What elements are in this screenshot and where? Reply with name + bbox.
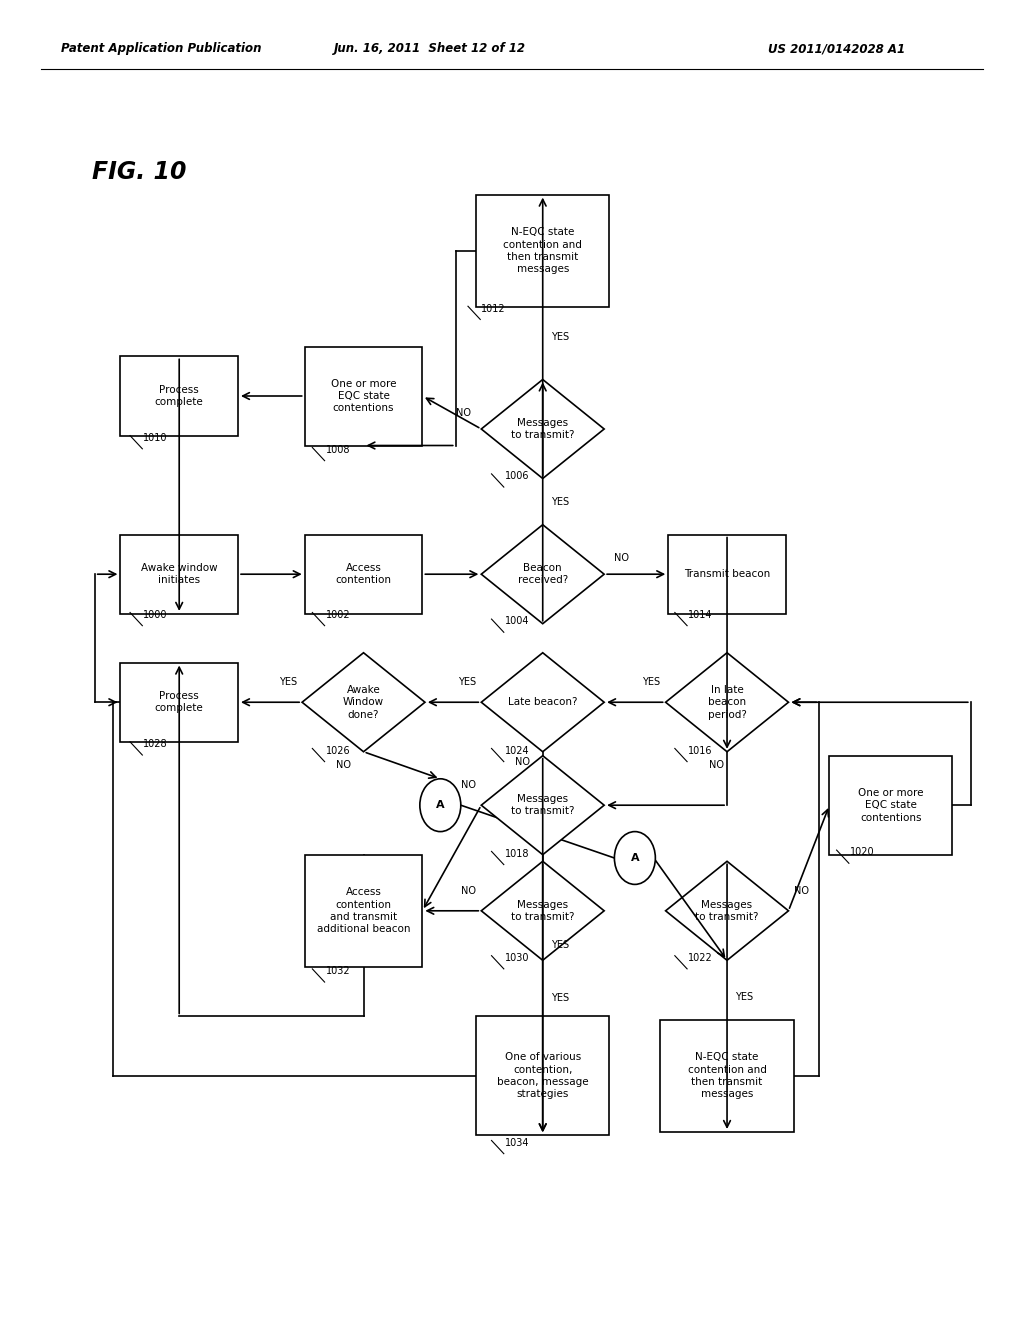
Text: US 2011/0142028 A1: US 2011/0142028 A1 [768,42,905,55]
Text: N-EQC state
contention and
then transmit
messages: N-EQC state contention and then transmit… [687,1052,767,1100]
FancyBboxPatch shape [121,663,238,742]
Text: NO: NO [461,886,476,896]
Polygon shape [481,652,604,751]
Text: NO: NO [336,760,351,770]
Text: NO: NO [461,780,476,791]
FancyBboxPatch shape [305,855,422,966]
Polygon shape [481,862,604,961]
Text: N-EQC state
contention and
then transmit
messages: N-EQC state contention and then transmit… [503,227,583,275]
FancyBboxPatch shape [829,755,952,855]
Text: 1022: 1022 [688,953,713,964]
Text: NO: NO [710,760,724,770]
Text: One or more
EQC state
contentions: One or more EQC state contentions [331,379,396,413]
Text: 1004: 1004 [505,616,529,627]
FancyBboxPatch shape [121,535,238,614]
Polygon shape [481,755,604,855]
Text: Messages
to transmit?: Messages to transmit? [695,900,759,921]
FancyBboxPatch shape [660,1020,794,1133]
Text: 1026: 1026 [326,746,350,756]
Text: In late
beacon
period?: In late beacon period? [708,685,746,719]
Text: FIG. 10: FIG. 10 [92,160,186,183]
Text: NO: NO [614,553,630,564]
Text: NO: NO [515,758,530,767]
Text: 1018: 1018 [505,849,529,859]
Polygon shape [481,525,604,624]
Text: YES: YES [551,940,569,950]
Text: YES: YES [279,677,297,688]
Text: A: A [436,800,444,810]
Text: YES: YES [551,331,569,342]
Text: Messages
to transmit?: Messages to transmit? [511,795,574,816]
FancyBboxPatch shape [121,356,238,436]
Text: Jun. 16, 2011  Sheet 12 of 12: Jun. 16, 2011 Sheet 12 of 12 [334,42,526,55]
Polygon shape [666,862,788,961]
Text: YES: YES [458,677,476,688]
Text: One of various
contention,
beacon, message
strategies: One of various contention, beacon, messa… [497,1052,589,1100]
Circle shape [614,832,655,884]
Text: Messages
to transmit?: Messages to transmit? [511,900,574,921]
Text: 1034: 1034 [505,1138,529,1148]
Text: Process
complete: Process complete [155,692,204,713]
FancyBboxPatch shape [476,195,609,306]
Text: 1008: 1008 [326,445,350,455]
Text: Access
contention: Access contention [336,564,391,585]
Text: Beacon
received?: Beacon received? [517,564,568,585]
Text: Patent Application Publication: Patent Application Publication [61,42,262,55]
Text: Messages
to transmit?: Messages to transmit? [511,418,574,440]
Text: NO: NO [794,886,809,896]
Text: 1032: 1032 [326,966,350,977]
FancyBboxPatch shape [476,1016,609,1135]
Text: 1030: 1030 [505,953,529,964]
Text: A: A [631,853,639,863]
Text: Transmit beacon: Transmit beacon [684,569,770,579]
FancyBboxPatch shape [305,347,422,446]
Text: Awake
Window
done?: Awake Window done? [343,685,384,719]
Text: 1020: 1020 [850,847,874,858]
Circle shape [420,779,461,832]
Text: 1010: 1010 [143,433,168,444]
Text: 1006: 1006 [505,471,529,482]
Text: One or more
EQC state
contentions: One or more EQC state contentions [858,788,924,822]
Text: YES: YES [551,993,569,1003]
FancyBboxPatch shape [668,535,786,614]
Text: Access
contention
and transmit
additional beacon: Access contention and transmit additiona… [316,887,411,935]
Text: 1000: 1000 [143,610,168,620]
Text: Late beacon?: Late beacon? [508,697,578,708]
Text: Process
complete: Process complete [155,385,204,407]
FancyBboxPatch shape [305,535,422,614]
Polygon shape [481,380,604,478]
Text: 1028: 1028 [143,739,168,750]
Text: NO: NO [456,408,471,418]
Text: YES: YES [551,496,569,507]
Text: YES: YES [735,991,754,1002]
Polygon shape [302,652,425,751]
Text: 1014: 1014 [688,610,713,620]
Text: YES: YES [642,677,660,688]
Text: 1012: 1012 [481,304,506,314]
Text: 1024: 1024 [505,746,529,756]
Polygon shape [666,652,788,751]
Text: 1002: 1002 [326,610,350,620]
Text: 1016: 1016 [688,746,713,756]
Text: Awake window
initiates: Awake window initiates [141,564,217,585]
